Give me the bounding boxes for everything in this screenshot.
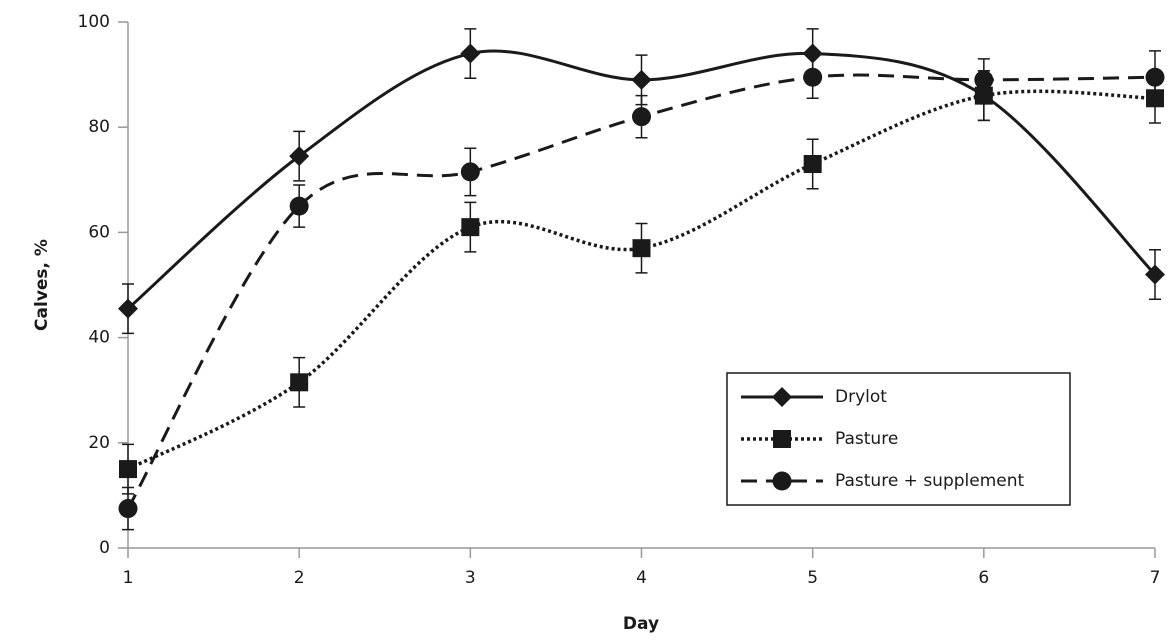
marker: [460, 162, 480, 182]
legend-label: Drylot: [835, 387, 887, 407]
legend-marker: [772, 471, 792, 491]
marker: [460, 43, 481, 64]
y-tick-label: 40: [88, 328, 110, 348]
legend-marker: [772, 387, 792, 407]
y-axis-label: Calves, %: [32, 239, 52, 331]
y-tick-label: 0: [99, 538, 110, 558]
marker: [802, 43, 823, 64]
x-axis-label: Day: [623, 614, 659, 634]
y-tick-label: 60: [88, 222, 110, 242]
marker: [632, 239, 651, 258]
legend-label: Pasture: [835, 429, 898, 449]
marker: [803, 67, 823, 87]
x-tick-label: 7: [1150, 568, 1161, 588]
y-tick-label: 100: [78, 12, 110, 32]
marker: [289, 146, 310, 167]
legend-marker: [773, 430, 791, 448]
x-tick-label: 4: [636, 568, 647, 588]
x-tick-label: 3: [465, 568, 476, 588]
y-tick-label: 20: [88, 433, 110, 453]
marker: [119, 460, 137, 479]
marker: [1145, 264, 1165, 285]
y-tick-label: 80: [88, 117, 110, 137]
marker: [461, 218, 480, 237]
legend-label: Pasture + supplement: [835, 471, 1025, 491]
x-tick-label: 6: [978, 568, 989, 588]
marker: [803, 155, 822, 174]
marker: [118, 499, 138, 519]
marker: [631, 69, 652, 90]
marker: [118, 298, 138, 319]
x-tick-label: 2: [294, 568, 305, 588]
marker: [290, 373, 309, 392]
marker: [632, 107, 651, 127]
marker: [974, 70, 994, 90]
marker: [1145, 67, 1165, 87]
marker: [289, 196, 309, 216]
x-tick-label: 1: [123, 568, 134, 588]
x-tick-label: 5: [807, 568, 818, 588]
